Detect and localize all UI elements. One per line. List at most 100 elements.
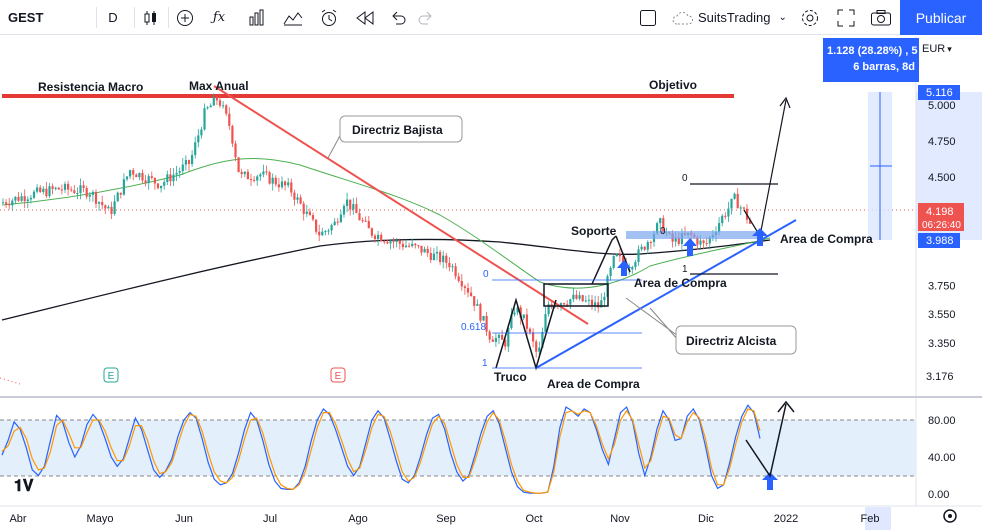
label-area-compra-1[interactable]: Area de Compra <box>780 232 873 246</box>
candle-body <box>662 218 665 234</box>
directriz-alcista-line[interactable] <box>535 219 797 369</box>
consolidation-box[interactable] <box>543 283 609 307</box>
callout-directriz-bajista[interactable]: Directriz Bajista <box>327 115 463 159</box>
candle-body <box>482 315 485 321</box>
candle-body <box>429 252 432 261</box>
fib-retracement-2[interactable] <box>690 183 778 275</box>
candle-body <box>116 192 119 202</box>
candle-body <box>569 299 572 305</box>
fib-retracement-1[interactable] <box>492 279 642 369</box>
bar-chart-icon[interactable] <box>244 0 270 35</box>
price-badge-label: 4.198 <box>926 206 954 218</box>
truco-zigzag[interactable] <box>495 297 557 371</box>
label-max-anual[interactable]: Max Anual <box>189 79 249 93</box>
label-objetivo[interactable]: Objetivo <box>649 78 697 92</box>
candle-body <box>541 331 544 348</box>
candle-body <box>321 231 324 236</box>
candle-body <box>705 243 708 245</box>
candle-body <box>339 214 342 223</box>
candle-body <box>26 199 29 202</box>
camera-icon[interactable] <box>868 0 894 35</box>
candle-body <box>308 211 311 216</box>
redo-icon[interactable] <box>414 0 438 35</box>
candle-body <box>742 207 745 209</box>
candle-body <box>311 215 315 220</box>
candle-body <box>160 185 163 189</box>
time-tick-label: Dic <box>698 513 714 525</box>
layout-icon[interactable] <box>636 0 660 35</box>
alert-icon[interactable] <box>316 0 342 35</box>
candle-body <box>718 223 721 232</box>
interval-button[interactable]: D <box>100 0 126 35</box>
label-area-compra-2[interactable]: Area de Compra <box>634 276 727 290</box>
label-resistencia-macro[interactable]: Resistencia Macro <box>38 80 143 94</box>
publish-button[interactable]: Publicar <box>900 0 982 35</box>
candle-body <box>153 177 156 184</box>
time-axis-highlight <box>865 507 891 530</box>
candle-body <box>355 204 358 214</box>
top-toolbar: GEST D ƒx SuitsTrading ⌄ Publicar <box>0 0 982 35</box>
candle-body <box>532 332 535 342</box>
fx-icon[interactable]: ƒx <box>212 10 226 25</box>
buy-arrows[interactable] <box>617 228 778 490</box>
earnings-marker[interactable] <box>330 367 346 383</box>
add-indicator-icon[interactable] <box>172 0 198 35</box>
candle-body <box>88 194 91 197</box>
candles[interactable] <box>1 93 752 358</box>
candle-body <box>79 185 82 193</box>
label-soporte[interactable]: Soporte <box>571 224 617 238</box>
candle-body <box>522 314 525 319</box>
candle-body <box>504 339 507 347</box>
soporte-line[interactable] <box>591 235 617 285</box>
callout-directriz-alcista[interactable]: Directriz Alcista <box>625 297 797 355</box>
candle-body <box>457 276 460 281</box>
candle-body <box>367 221 370 229</box>
axis-settings-icon[interactable] <box>943 509 957 523</box>
templates-icon[interactable] <box>280 0 306 35</box>
fullscreen-icon[interactable] <box>834 0 858 35</box>
candle-body <box>5 202 8 205</box>
candle-body <box>603 296 606 301</box>
account-menu[interactable]: SuitsTrading ⌄ <box>672 0 792 35</box>
undo-icon[interactable] <box>386 0 410 35</box>
candle-body <box>730 198 733 209</box>
account-label: SuitsTrading <box>698 10 771 25</box>
support-zone[interactable] <box>626 231 762 239</box>
candle-body <box>17 196 20 201</box>
label-area-compra-3[interactable]: Area de Compra <box>547 377 640 391</box>
measure-tooltip: 1.128 (28.28%) , 5 6 barras, 8d <box>823 38 919 82</box>
candle-body <box>1 202 5 204</box>
directriz-bajista-line[interactable] <box>213 85 589 325</box>
candle-body <box>525 314 528 329</box>
earnings-marker[interactable] <box>103 367 119 383</box>
time-tick-label: Feb <box>861 513 880 525</box>
candle-body <box>63 183 67 190</box>
settings-icon[interactable] <box>798 0 822 35</box>
candle-body <box>237 157 240 173</box>
tradingview-logo[interactable]: 𝟏𝐕 <box>14 478 34 495</box>
candle-body <box>587 299 590 301</box>
candle-body <box>411 243 414 247</box>
symbol-search[interactable]: GEST <box>8 0 58 35</box>
candles-icon[interactable] <box>138 0 164 35</box>
candle-body <box>206 107 209 109</box>
candle-body <box>578 295 581 299</box>
candle-body <box>32 191 36 198</box>
candle-body <box>175 172 178 175</box>
currency-select[interactable]: EUR ▾ <box>922 41 966 57</box>
time-axis[interactable]: Abr Mayo Jun Jul Ago Sep Oct Nov Dic 2022 Feb <box>9 513 879 525</box>
candle-body <box>259 174 262 177</box>
candle-body <box>702 240 705 244</box>
candle-body <box>225 105 228 114</box>
label-truco[interactable]: Truco <box>494 370 527 384</box>
stoch-k-line <box>1 404 761 494</box>
candle-body <box>42 188 45 192</box>
candle-body <box>473 296 476 306</box>
projection-arrow[interactable] <box>759 99 787 237</box>
stoch-arrow[interactable] <box>745 403 787 478</box>
candle-body <box>277 184 280 188</box>
candle-body <box>101 202 104 206</box>
candle-body <box>749 219 752 224</box>
replay-icon[interactable] <box>352 0 378 35</box>
